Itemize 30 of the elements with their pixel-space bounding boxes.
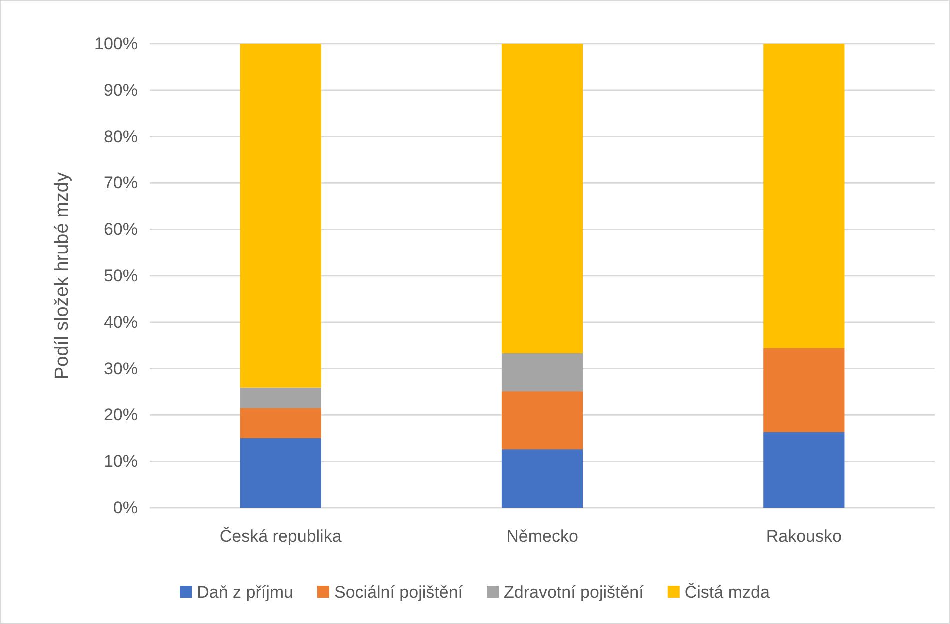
x-tick-label: Rakousko <box>766 527 842 546</box>
y-tick-label: 20% <box>104 406 138 425</box>
bar <box>240 408 322 438</box>
bar <box>502 353 584 392</box>
y-tick-label: 70% <box>104 174 138 193</box>
bar <box>240 388 322 408</box>
x-tick-label: Německo <box>506 527 578 546</box>
legend-label: Čistá mzda <box>684 583 770 602</box>
y-tick-label: 60% <box>104 220 138 240</box>
bar <box>764 432 845 508</box>
y-tick-label: 40% <box>104 312 138 332</box>
legend-label: Daň z příjmu <box>197 583 294 602</box>
legend-label: Sociální pojištění <box>334 583 464 602</box>
y-tick-label: 80% <box>104 127 138 146</box>
y-tick-label: 100% <box>94 34 138 54</box>
legend-label: Zdravotní pojištění <box>504 583 644 602</box>
y-tick-label: 0% <box>113 498 138 518</box>
y-tick-label: 50% <box>104 266 138 286</box>
bar <box>240 44 322 388</box>
y-tick-label: 90% <box>104 80 138 100</box>
y-tick-label: 30% <box>104 359 138 378</box>
bar <box>502 44 584 354</box>
y-tick-label: 10% <box>104 452 138 472</box>
bar <box>502 450 584 508</box>
y-axis-title: Podíl složek hrubé mzdy <box>52 172 73 380</box>
bar <box>764 44 845 348</box>
bar <box>502 392 584 450</box>
bar <box>240 438 322 508</box>
x-tick-label: Česká republika <box>220 527 342 546</box>
bar <box>764 348 845 432</box>
